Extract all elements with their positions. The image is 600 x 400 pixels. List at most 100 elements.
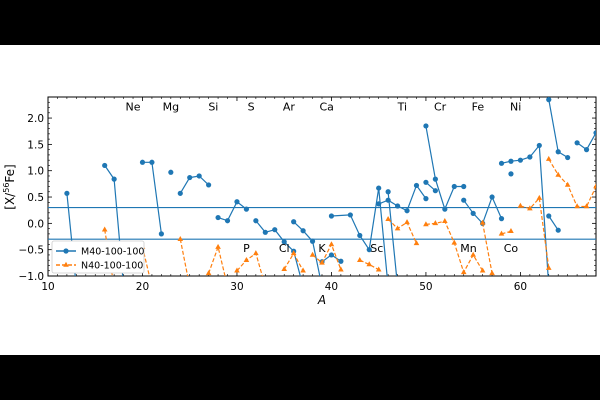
series-line: [548, 158, 596, 208]
data-point: [593, 183, 596, 189]
x-tick-label: 40: [325, 281, 338, 293]
element-label: K: [318, 242, 326, 255]
series-line: [378, 184, 427, 212]
data-point: [413, 240, 420, 246]
data-point: [470, 251, 476, 257]
data-point: [338, 266, 344, 272]
data-point: [356, 257, 363, 263]
data-point: [272, 227, 278, 233]
reference-lines: [48, 207, 596, 240]
data-point: [461, 183, 467, 190]
data-point: [517, 157, 524, 163]
data-point: [432, 220, 439, 226]
data-point: [111, 176, 117, 182]
series-line: [463, 195, 503, 225]
data-point: [158, 231, 164, 237]
x-tick-label: 30: [230, 281, 243, 293]
data-point: [479, 267, 486, 273]
chart-canvas: Ne Mg Si S Ar Ca Ti Cr Fe Ni P Cl K Sc Mn Co 10 20 30 40 50…: [0, 45, 600, 355]
data-point: [224, 218, 231, 224]
data-point: [555, 171, 562, 177]
data-point: [366, 247, 372, 253]
series-line: [548, 215, 559, 231]
data-point: [517, 202, 524, 208]
legend-label-n40: N40-100-100: [81, 261, 143, 272]
data-point: [206, 182, 212, 188]
data-point: [309, 238, 316, 244]
data-point: [423, 221, 429, 227]
data-point: [583, 203, 590, 209]
data-point: [187, 174, 193, 181]
element-label: Mn: [460, 242, 476, 255]
data-point: [404, 208, 410, 214]
data-point: [357, 232, 363, 239]
series-line: [359, 259, 379, 271]
x-tick-label: 10: [41, 281, 54, 293]
data-point: [149, 159, 155, 165]
series-line: [179, 175, 210, 194]
data-point: [347, 212, 353, 218]
data-point: [300, 267, 306, 273]
element-label: Sc: [370, 242, 383, 255]
data-point: [423, 179, 429, 185]
data-point: [243, 206, 250, 212]
data-point: [546, 97, 552, 103]
element-labels: Ne Mg Si S Ar Ca Ti Cr Fe Ni P Cl K Sc Mn Co: [126, 100, 522, 255]
data-point: [253, 218, 259, 224]
legend-entry-m40: M40-100-100: [56, 247, 144, 258]
element-label: Si: [208, 100, 218, 113]
data-point: [479, 219, 486, 225]
data-point: [574, 203, 580, 209]
data-point: [432, 188, 438, 194]
data-point: [338, 258, 344, 264]
series-line: [236, 252, 263, 276]
data-point: [234, 267, 240, 273]
data-point: [290, 250, 297, 256]
data-point: [328, 252, 335, 258]
element-label: Cr: [434, 100, 447, 113]
data-point: [546, 213, 552, 219]
data-point: [432, 176, 438, 182]
x-tick-label: 50: [419, 281, 432, 293]
data-point: [527, 205, 533, 211]
data-point: [498, 160, 505, 166]
data-point: [234, 199, 240, 205]
data-point: [565, 154, 571, 161]
data-point: [545, 155, 552, 161]
y-tick-label: 1.0: [27, 166, 44, 178]
data-point: [300, 228, 306, 234]
series-line: [293, 221, 321, 276]
data-point: [328, 241, 335, 247]
series-line: [425, 125, 464, 211]
series-line: [179, 238, 189, 276]
data-point: [375, 266, 382, 272]
data-point: [376, 201, 382, 207]
data-point: [442, 218, 448, 224]
data-point: [413, 182, 420, 189]
data-point: [385, 215, 391, 221]
abundance-chart: Ne Mg Si S Ar Ca Ti Cr Fe Ni P Cl K Sc Mn Co 10 20 30 40 50…: [2, 96, 597, 307]
series-line: [520, 196, 550, 269]
element-label: Mg: [163, 100, 179, 113]
data-point: [461, 197, 467, 203]
data-point: [508, 228, 514, 234]
element-label: Fe: [472, 100, 485, 113]
data-point: [508, 158, 514, 164]
data-point: [394, 203, 401, 209]
data-point: [527, 154, 533, 160]
data-point: [281, 265, 288, 271]
data-point: [262, 229, 268, 235]
series-layer: [64, 97, 596, 276]
data-point: [64, 190, 70, 196]
series-line: [217, 200, 247, 222]
data-point: [498, 216, 505, 222]
data-point: [489, 270, 495, 276]
data-point: [102, 162, 108, 169]
data-point: [385, 189, 391, 195]
data-point: [564, 181, 571, 187]
data-point: [451, 239, 458, 245]
y-axis-label: [X/56Fe]: [2, 164, 17, 209]
data-point: [583, 147, 590, 153]
series-line: [482, 222, 493, 274]
x-axis-label: A: [317, 293, 326, 307]
